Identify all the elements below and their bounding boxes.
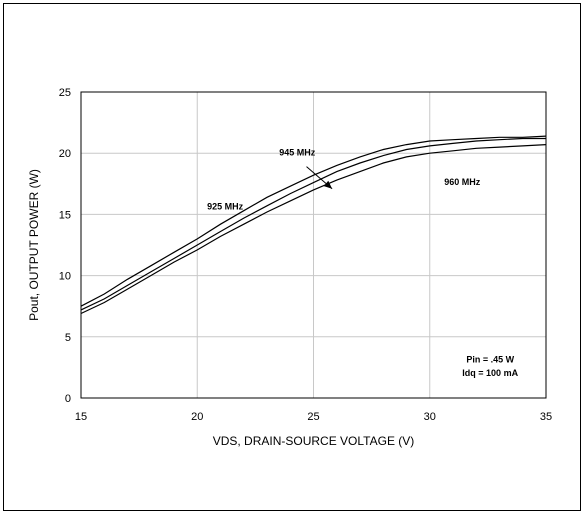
y-axis-title: Pout, OUTPUT POWER (W) [27, 169, 41, 321]
figure-frame: 15 20 25 30 35 0 5 10 15 20 25 VDS, DRAIN-SOURCE … [3, 3, 581, 511]
x-tick-label: 30 [424, 411, 436, 423]
label-arrow-head [323, 180, 333, 189]
x-tick-label: 25 [307, 411, 319, 423]
x-tick-labels: 15 20 25 30 35 [75, 411, 552, 423]
y-tick-label: 15 [59, 209, 71, 221]
plot-area-border [80, 91, 547, 399]
x-tick-label: 15 [75, 411, 87, 423]
chart: 15 20 25 30 35 0 5 10 15 20 25 VDS, DRAIN-SOURCE … [27, 87, 552, 448]
x-axis-title: VDS, DRAIN-SOURCE VOLTAGE (V) [213, 434, 415, 448]
grid-lines [81, 92, 546, 398]
series-line-960-mhz [80, 144, 547, 315]
series-label-925: 925 MHz [207, 202, 244, 212]
y-tick-label: 10 [59, 271, 71, 283]
series-label-960: 960 MHz [444, 177, 481, 187]
x-tick-label: 35 [540, 411, 552, 423]
series-line-945-mhz [80, 137, 546, 311]
x-tick-label: 20 [191, 411, 203, 423]
series-label-945: 945 MHz [279, 148, 316, 158]
y-tick-label: 25 [59, 87, 71, 99]
series-line-925-mhz [80, 135, 547, 307]
y-tick-labels: 0 5 10 15 20 25 [59, 87, 71, 405]
y-tick-label: 20 [59, 148, 71, 160]
condition-pin: Pin = .45 W [466, 355, 514, 365]
y-tick-label: 5 [65, 332, 71, 344]
y-tick-label: 0 [65, 393, 71, 405]
series-lines [80, 135, 547, 315]
condition-idq: Idq = 100 mA [462, 368, 518, 378]
